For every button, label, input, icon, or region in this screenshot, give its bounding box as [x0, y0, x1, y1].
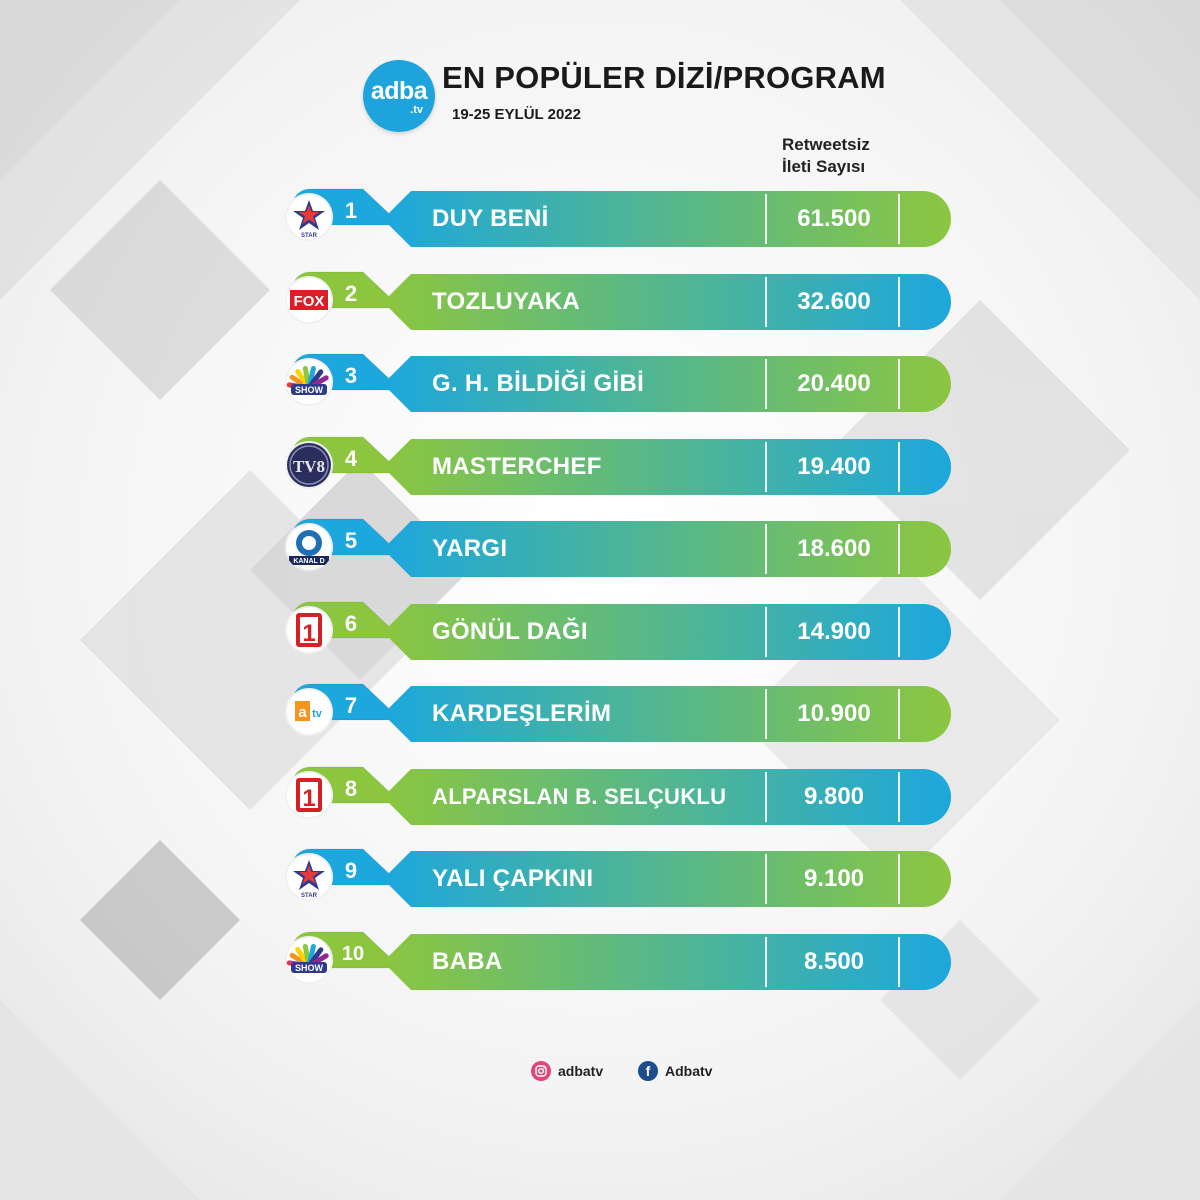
post-count: 18.600 — [797, 535, 871, 562]
program-bar — [383, 191, 951, 247]
rank-number: 6 — [344, 610, 358, 636]
instagram-icon — [531, 1061, 551, 1081]
show-icon: SHOW — [285, 358, 333, 406]
program-name: BABA — [432, 947, 503, 975]
tv8-icon: TV8 — [285, 440, 333, 489]
program-name: MASTERCHEF — [432, 452, 602, 480]
instagram-handle[interactable]: adbatv — [531, 1060, 603, 1082]
program-name: GÖNÜL DAĞI — [432, 617, 588, 645]
atv-icon: a tv — [285, 688, 333, 736]
logo-text: adba — [370, 77, 428, 105]
ranking-row: FOX 2 TOZLUYAKA 32.600 — [279, 269, 951, 331]
program-name: G. H. BİLDİĞİ GİBİ — [432, 370, 645, 397]
program-bar — [383, 686, 951, 742]
rank-number: 4 — [344, 445, 358, 471]
svg-text:SHOW: SHOW — [295, 385, 324, 395]
svg-text:1: 1 — [302, 785, 315, 812]
program-name: ALPARSLAN B. SELÇUKLU — [432, 783, 727, 809]
post-count: 20.400 — [797, 370, 871, 397]
rank-number: 1 — [344, 198, 358, 223]
page-title: EN POPÜLER DİZİ/PROGRAM — [442, 60, 886, 95]
program-name: KARDEŞLERİM — [432, 700, 612, 727]
program-bar — [383, 603, 951, 660]
program-bar — [383, 356, 951, 412]
svg-text:KANAL D: KANAL D — [293, 558, 324, 565]
svg-text:STAR: STAR — [301, 233, 318, 239]
rank-number: 10 — [341, 942, 365, 965]
svg-text:a: a — [298, 704, 307, 721]
post-count: 14.900 — [797, 617, 871, 645]
facebook-icon: f — [638, 1061, 658, 1081]
svg-text:SHOW: SHOW — [295, 963, 324, 973]
post-count: 10.900 — [797, 700, 871, 727]
rank-number: 7 — [344, 693, 358, 718]
logo-suffix: .tv — [410, 104, 423, 116]
program-bar — [383, 521, 951, 577]
kanald-icon: KANAL D — [285, 523, 333, 571]
trt1-icon: 1 — [285, 605, 333, 654]
ranking-row: STAR 9 YALI ÇAPKINI 9.100 — [279, 846, 951, 908]
date-range: 19-25 EYLÜL 2022 — [452, 106, 581, 123]
program-bar — [383, 768, 951, 825]
ranking-row: STAR 1 DUY BENİ 61.500 — [279, 186, 951, 248]
column-header-count: Retweetsiz İleti Sayısı — [782, 134, 902, 178]
program-bar — [383, 933, 951, 990]
ranking-row: 1 6 GÖNÜL DAĞI 14.900 — [279, 599, 951, 661]
adbatv-logo: adba .tv — [363, 60, 435, 132]
ranking-row: a tv 7 KARDEŞLERİM 10.900 — [279, 681, 951, 743]
column-header-line-1: Retweetsiz — [782, 135, 870, 154]
instagram-label: adbatv — [558, 1063, 604, 1079]
program-bar — [383, 851, 951, 907]
ranking-row: 1 8 ALPARSLAN B. SELÇUKLU 9.800 — [279, 764, 951, 826]
svg-text:FOX: FOX — [294, 293, 325, 310]
column-header-line-2: İleti Sayısı — [782, 157, 866, 176]
post-count: 9.800 — [803, 782, 865, 810]
program-name: DUY BENİ — [432, 205, 549, 232]
post-count: 32.600 — [797, 287, 871, 315]
program-name: TOZLUYAKA — [432, 287, 581, 315]
program-name: YALI ÇAPKINI — [432, 865, 594, 892]
svg-text:1: 1 — [302, 620, 315, 647]
trt1-icon: 1 — [285, 770, 333, 819]
rank-number: 8 — [344, 775, 358, 801]
ranking-row: SHOW 3 G. H. BİLDİĞİ GİBİ 20.400 — [279, 351, 951, 413]
star-icon: STAR — [285, 853, 333, 901]
svg-text:TV8: TV8 — [293, 457, 325, 476]
rank-number: 5 — [344, 528, 358, 553]
facebook-handle[interactable]: f Adbatv — [638, 1060, 712, 1082]
ranking-row: SHOW 10 BABA 8.500 — [279, 929, 951, 991]
ranking-row: TV8 4 MASTERCHEF 19.400 — [279, 434, 951, 496]
rank-number: 2 — [344, 280, 358, 306]
post-count: 9.100 — [803, 865, 865, 892]
post-count: 61.500 — [797, 205, 871, 232]
facebook-label: Adbatv — [665, 1063, 713, 1079]
fox-icon: FOX — [285, 275, 333, 324]
post-count: 8.500 — [803, 947, 865, 975]
post-count: 19.400 — [797, 452, 871, 480]
show-icon: SHOW — [285, 935, 333, 984]
program-bar — [383, 438, 951, 495]
rank-number: 3 — [344, 363, 358, 388]
star-icon: STAR — [285, 193, 333, 241]
svg-text:STAR: STAR — [301, 893, 318, 899]
ranking-row: KANAL D 5 YARGI 18.600 — [279, 516, 951, 578]
program-bar — [383, 273, 951, 330]
svg-text:tv: tv — [312, 708, 323, 720]
rank-number: 9 — [344, 858, 358, 883]
program-name: YARGI — [432, 535, 508, 562]
